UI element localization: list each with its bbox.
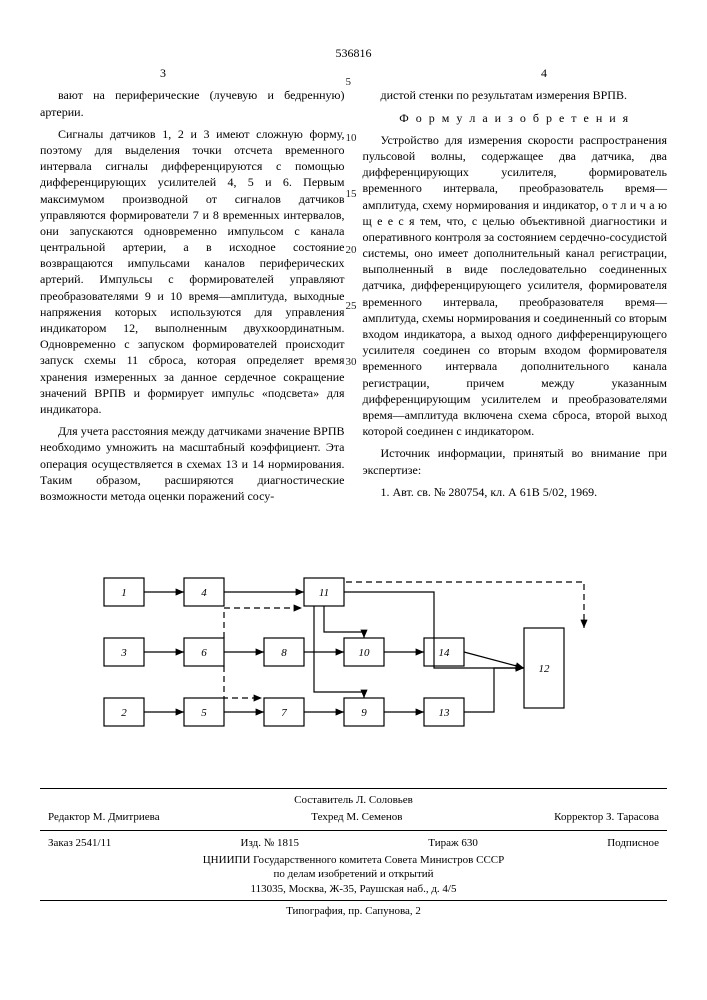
left-column: вают на периферические (лучевую и бедрен… — [40, 87, 345, 510]
body-text: вают на периферические (лучевую и бедрен… — [40, 87, 345, 119]
body-text: Сигналы датчиков 1, 2 и 3 имеют сложную … — [40, 126, 345, 417]
body-text: 1. Авт. св. № 280754, кл. А 61В 5/02, 19… — [363, 484, 668, 500]
svg-text:6: 6 — [201, 647, 207, 659]
footer-org: по делам изобретений и открытий — [40, 867, 667, 882]
block-diagram: 1411368101425791312 — [40, 538, 667, 758]
patent-number: 536816 — [40, 45, 667, 61]
footer-compiler: Составитель Л. Соловьев — [40, 793, 667, 808]
footer-typo: Типография, пр. Сапунова, 2 — [40, 904, 667, 919]
body-text: Устройство для измерения скорости распро… — [363, 132, 668, 440]
svg-text:4: 4 — [201, 587, 207, 599]
footer-editor: Редактор М. Дмитриева — [48, 810, 160, 825]
svg-text:2: 2 — [121, 707, 127, 719]
body-text: Для учета расстояния между датчиками зна… — [40, 423, 345, 504]
svg-text:12: 12 — [538, 663, 550, 675]
footer-order: Заказ 2541/11 — [48, 836, 111, 851]
body-text: дистой стенки по результатам измерения В… — [363, 87, 668, 103]
svg-text:9: 9 — [361, 707, 367, 719]
gutter-num: 20 — [346, 243, 357, 299]
gutter-num: 25 — [346, 299, 357, 355]
page-number-right: 4 — [541, 65, 547, 81]
svg-text:14: 14 — [438, 647, 450, 659]
footer-corrector: Корректор З. Тарасова — [554, 810, 659, 825]
svg-text:7: 7 — [281, 707, 287, 719]
svg-text:1: 1 — [121, 587, 127, 599]
footer-tirazh: Тираж 630 — [428, 836, 478, 851]
footer-tech: Техред М. Семенов — [311, 810, 402, 825]
gutter-num: 10 — [346, 131, 357, 187]
gutter-num: 5 — [346, 75, 357, 131]
gutter-num: 30 — [346, 355, 357, 411]
footer-org: ЦНИИПИ Государственного комитета Совета … — [40, 853, 667, 868]
page-footer: Составитель Л. Соловьев Редактор М. Дмит… — [40, 788, 667, 919]
svg-text:5: 5 — [201, 707, 207, 719]
gutter-num: 15 — [346, 187, 357, 243]
footer-addr: 113035, Москва, Ж-35, Раушская наб., д. … — [40, 882, 667, 897]
svg-text:3: 3 — [120, 647, 127, 659]
right-column: дистой стенки по результатам измерения В… — [363, 87, 668, 510]
svg-text:8: 8 — [281, 647, 287, 659]
svg-text:10: 10 — [358, 647, 370, 659]
page-number-left: 3 — [160, 65, 166, 81]
footer-izd: Изд. № 1815 — [241, 836, 299, 851]
body-text: Источник информации, принятый во внимани… — [363, 445, 668, 477]
claim-heading: Ф о р м у л а и з о б р е т е н и я — [363, 110, 668, 126]
svg-text:11: 11 — [318, 587, 328, 599]
svg-text:13: 13 — [438, 707, 450, 719]
footer-sub: Подписное — [607, 836, 659, 851]
